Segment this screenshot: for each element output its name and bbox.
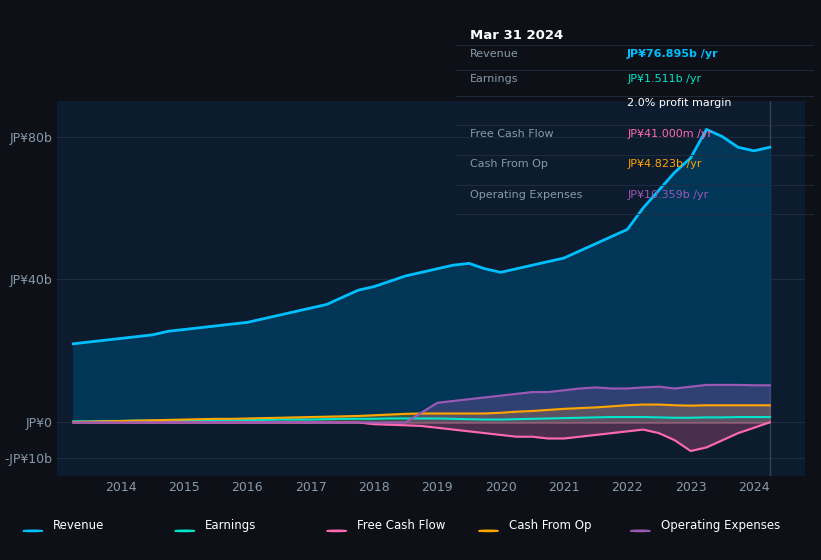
Text: Earnings: Earnings <box>470 74 518 85</box>
Circle shape <box>23 530 43 531</box>
Text: Revenue: Revenue <box>53 519 105 532</box>
Circle shape <box>631 530 650 531</box>
Text: Free Cash Flow: Free Cash Flow <box>357 519 446 532</box>
Circle shape <box>175 530 195 531</box>
Text: JP¥10.359b /yr: JP¥10.359b /yr <box>627 190 709 200</box>
Text: Cash From Op: Cash From Op <box>470 159 548 169</box>
Text: JP¥4.823b /yr: JP¥4.823b /yr <box>627 159 702 169</box>
Text: Operating Expenses: Operating Expenses <box>661 519 780 532</box>
Text: Earnings: Earnings <box>205 519 257 532</box>
Text: Mar 31 2024: Mar 31 2024 <box>470 29 563 42</box>
Text: Cash From Op: Cash From Op <box>509 519 591 532</box>
Text: 2.0% profit margin: 2.0% profit margin <box>627 98 732 108</box>
Circle shape <box>479 530 498 531</box>
Text: Revenue: Revenue <box>470 49 519 59</box>
Text: JP¥1.511b /yr: JP¥1.511b /yr <box>627 74 701 85</box>
Text: JP¥41.000m /yr: JP¥41.000m /yr <box>627 129 712 139</box>
Text: JP¥76.895b /yr: JP¥76.895b /yr <box>627 49 718 59</box>
Circle shape <box>327 530 346 531</box>
Text: Free Cash Flow: Free Cash Flow <box>470 129 553 139</box>
Text: Operating Expenses: Operating Expenses <box>470 190 582 200</box>
